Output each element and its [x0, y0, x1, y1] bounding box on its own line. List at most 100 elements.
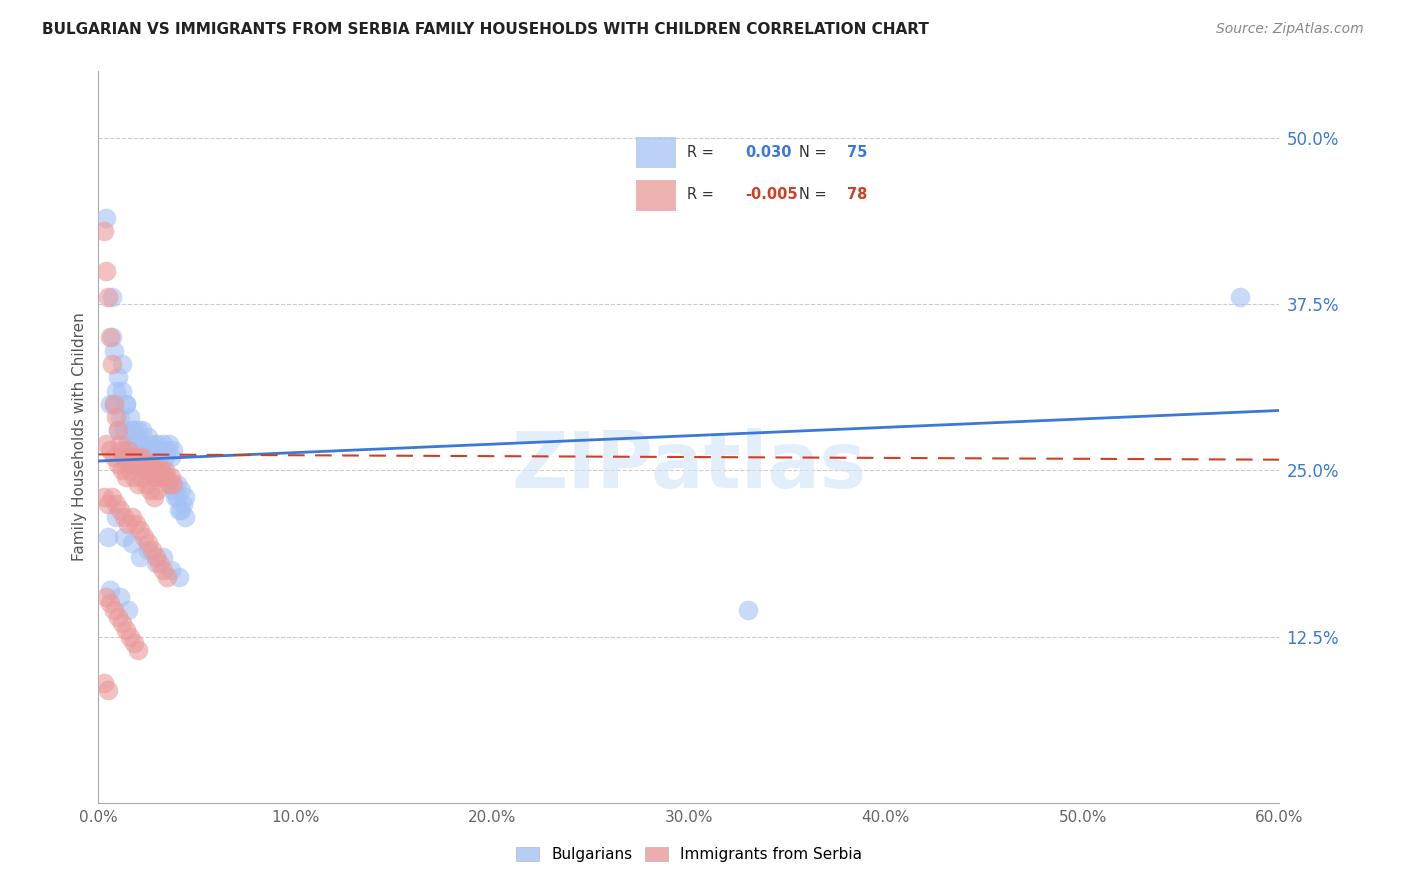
Point — [138, 457, 160, 471]
Point — [174, 490, 197, 504]
Point — [160, 563, 183, 577]
Point — [105, 509, 128, 524]
Point — [117, 603, 139, 617]
Point — [162, 476, 184, 491]
Point — [105, 384, 128, 398]
Point — [127, 436, 149, 450]
Point — [142, 490, 165, 504]
Point — [167, 570, 190, 584]
Point — [112, 450, 135, 464]
Point — [162, 443, 184, 458]
Point — [145, 557, 167, 571]
FancyBboxPatch shape — [636, 136, 676, 169]
Point — [121, 457, 143, 471]
Point — [117, 516, 139, 531]
Point — [101, 357, 124, 371]
Text: Source: ZipAtlas.com: Source: ZipAtlas.com — [1216, 22, 1364, 37]
Point — [115, 397, 138, 411]
Point — [131, 450, 153, 464]
Point — [118, 463, 141, 477]
Point — [146, 450, 169, 464]
Point — [156, 570, 179, 584]
Legend: Bulgarians, Immigrants from Serbia: Bulgarians, Immigrants from Serbia — [510, 841, 868, 868]
Point — [1229, 290, 1251, 304]
Point — [737, 603, 759, 617]
Point — [107, 424, 129, 438]
Point — [156, 470, 179, 484]
Point — [148, 450, 170, 464]
Point — [121, 509, 143, 524]
Point — [122, 636, 145, 650]
Point — [125, 516, 148, 531]
Point — [145, 470, 167, 484]
Text: -0.005: -0.005 — [745, 187, 799, 202]
Point — [111, 357, 134, 371]
Point — [131, 450, 153, 464]
Point — [132, 530, 155, 544]
Point — [112, 424, 135, 438]
Point — [118, 450, 141, 464]
Point — [128, 523, 150, 537]
Point — [170, 483, 193, 498]
Point — [160, 470, 183, 484]
Point — [170, 503, 193, 517]
Point — [132, 457, 155, 471]
Point — [141, 436, 163, 450]
Point — [115, 470, 138, 484]
Point — [131, 424, 153, 438]
Point — [152, 563, 174, 577]
Point — [142, 470, 165, 484]
Point — [157, 476, 180, 491]
Point — [172, 497, 194, 511]
Point — [105, 410, 128, 425]
Point — [118, 630, 141, 644]
Point — [148, 557, 170, 571]
Point — [132, 436, 155, 450]
Point — [107, 424, 129, 438]
Point — [111, 463, 134, 477]
Point — [155, 470, 177, 484]
Point — [98, 330, 121, 344]
Text: ZIPatlas: ZIPatlas — [512, 428, 866, 504]
Point — [125, 450, 148, 464]
Point — [108, 503, 131, 517]
Point — [128, 436, 150, 450]
Point — [136, 543, 159, 558]
Point — [118, 410, 141, 425]
Point — [93, 224, 115, 238]
Point — [103, 450, 125, 464]
Point — [128, 457, 150, 471]
Point — [165, 490, 187, 504]
Point — [122, 470, 145, 484]
Point — [141, 457, 163, 471]
Point — [127, 476, 149, 491]
Point — [98, 582, 121, 597]
Point — [142, 450, 165, 464]
Point — [146, 436, 169, 450]
Point — [97, 290, 120, 304]
Point — [117, 436, 139, 450]
Point — [157, 476, 180, 491]
Point — [135, 443, 157, 458]
Point — [98, 443, 121, 458]
Point — [150, 463, 173, 477]
Point — [141, 543, 163, 558]
Point — [127, 450, 149, 464]
Point — [93, 490, 115, 504]
Point — [111, 443, 134, 458]
Point — [103, 397, 125, 411]
Point — [150, 443, 173, 458]
Text: N =: N = — [799, 145, 831, 160]
Point — [101, 290, 124, 304]
Point — [136, 457, 159, 471]
Point — [128, 549, 150, 564]
Text: BULGARIAN VS IMMIGRANTS FROM SERBIA FAMILY HOUSEHOLDS WITH CHILDREN CORRELATION : BULGARIAN VS IMMIGRANTS FROM SERBIA FAMI… — [42, 22, 929, 37]
Text: R =: R = — [686, 145, 718, 160]
Point — [121, 424, 143, 438]
Point — [97, 530, 120, 544]
Point — [145, 443, 167, 458]
Point — [107, 370, 129, 384]
Point — [96, 211, 118, 225]
Point — [103, 343, 125, 358]
Point — [122, 424, 145, 438]
